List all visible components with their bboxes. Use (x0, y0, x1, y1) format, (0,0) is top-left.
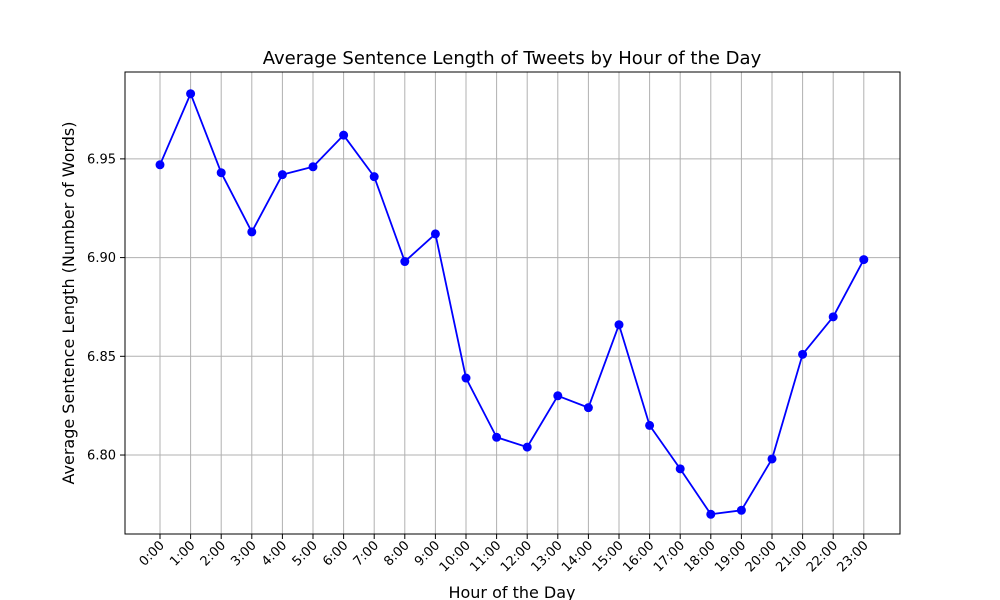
data-point (400, 257, 410, 267)
data-point (828, 312, 838, 322)
y-tick-label: 6.85 (87, 350, 116, 365)
x-tick-label: 1:00 (167, 538, 198, 569)
x-tick-label: 22:00 (804, 538, 841, 575)
data-point (859, 255, 869, 265)
x-tick-label: 7:00 (351, 538, 382, 569)
data-point (186, 89, 196, 99)
data-point (736, 505, 746, 515)
x-tick-label: 4:00 (259, 538, 290, 569)
data-point (430, 229, 440, 239)
data-point (798, 349, 808, 359)
data-point (369, 172, 379, 182)
x-tick-label: 20:00 (743, 538, 780, 575)
x-tick-label: 8:00 (381, 538, 412, 569)
x-axis-label: Hour of the Day (448, 583, 575, 600)
chart-title: Average Sentence Length of Tweets by Hou… (263, 48, 762, 69)
data-point (583, 403, 593, 413)
x-tick-label: 19:00 (712, 538, 749, 575)
x-tick-label: 11:00 (467, 538, 504, 575)
x-tick-label: 23:00 (835, 538, 872, 575)
data-point (767, 454, 777, 464)
data-point (247, 227, 257, 237)
data-point (553, 391, 563, 401)
x-tick-label: 17:00 (651, 538, 688, 575)
data-point (522, 442, 532, 452)
series-line (159, 92, 865, 516)
y-tick-label: 6.90 (87, 251, 116, 266)
x-tick-label: 0:00 (137, 538, 168, 569)
data-point (216, 168, 226, 178)
data-point (461, 373, 471, 383)
x-tick-label: 14:00 (559, 538, 596, 575)
x-tick-label: 18:00 (682, 538, 719, 575)
axis-ticks: 0:00 1:00 2:00 3:00 4:00 5:00 6:00 7:00 8:00 9:00… (87, 152, 872, 575)
x-tick-label: 5:00 (290, 538, 321, 569)
data-point (675, 464, 685, 474)
data-point (614, 320, 624, 330)
y-tick-label: 6.95 (87, 152, 116, 167)
grid (125, 72, 900, 534)
x-tick-label: 21:00 (773, 538, 810, 575)
data-point (155, 160, 165, 170)
data-point (308, 162, 318, 172)
y-axis-label: Average Sentence Length (Number of Words… (59, 122, 78, 485)
x-tick-label: 3:00 (228, 538, 259, 569)
x-tick-label: 16:00 (620, 538, 657, 575)
x-tick-label: 6:00 (320, 538, 351, 569)
data-point (645, 420, 655, 430)
x-tick-label: 15:00 (590, 538, 627, 575)
data-point (492, 432, 502, 442)
x-tick-label: 2:00 (198, 538, 229, 569)
data-point (277, 170, 287, 180)
x-tick-label: 12:00 (498, 538, 535, 575)
data-point (706, 509, 716, 519)
data-point (339, 130, 349, 140)
x-tick-label: 13:00 (529, 538, 566, 575)
data-series (155, 89, 869, 519)
y-tick-label: 6.80 (87, 449, 116, 464)
x-tick-label: 10:00 (437, 538, 474, 575)
plot-area-frame (124, 71, 901, 535)
